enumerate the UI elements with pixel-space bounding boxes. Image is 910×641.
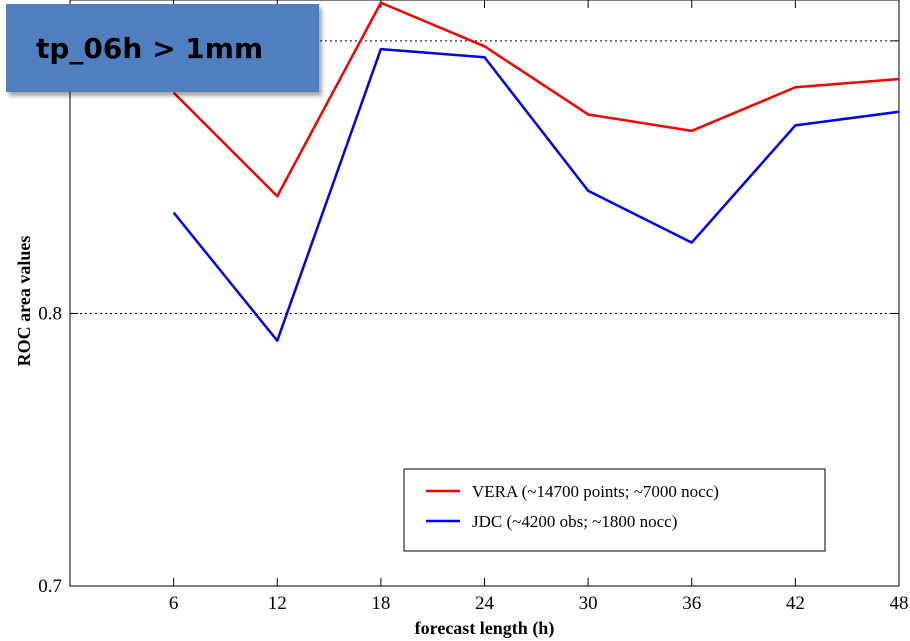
x-tick-label: 48 [890, 593, 909, 614]
x-tick-label: 36 [682, 593, 701, 614]
y-tick-label: 0.7 [38, 576, 62, 597]
x-tick-label: 18 [371, 593, 390, 614]
legend-label-1: VERA (~14700 points; ~7000 nocc) [472, 482, 719, 501]
x-tick-label: 12 [268, 593, 287, 614]
legend: VERA (~14700 points; ~7000 nocc) JDC (~42… [404, 469, 825, 551]
chart-title: tp_06h > 1mm [36, 32, 263, 65]
y-axis-title: ROC area values [14, 236, 34, 367]
title-badge: tp_06h > 1mm [6, 4, 319, 92]
y-tick-label: 0.8 [38, 303, 62, 324]
x-tick-label: 30 [579, 593, 598, 614]
x-axis-title: forecast length (h) [415, 618, 555, 639]
legend-label-2: JDC (~4200 obs; ~1800 nocc) [472, 512, 677, 531]
x-tick-label: 6 [169, 593, 179, 614]
x-tick-label: 24 [475, 593, 495, 614]
series-line-2 [174, 49, 899, 341]
x-tick-label: 42 [786, 593, 805, 614]
